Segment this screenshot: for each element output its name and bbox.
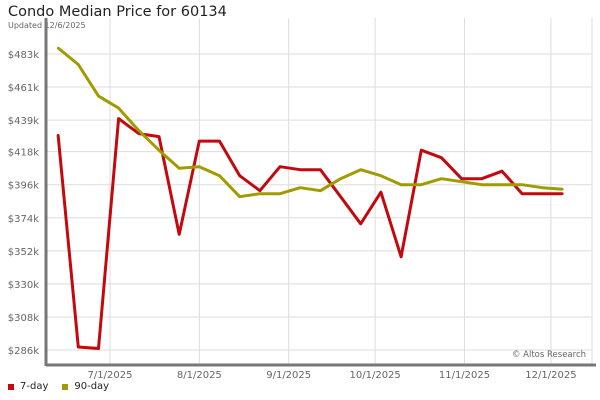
data-point-90-day [97, 94, 100, 98]
data-point-90-day [460, 180, 463, 183]
data-point-7-day [379, 191, 383, 194]
x-tick-label: 7/1/2025 [88, 370, 133, 381]
data-point-7-day [500, 169, 504, 173]
data-point-7-day [420, 148, 423, 152]
data-point-7-day [117, 117, 120, 120]
x-tick-label: 9/1/2025 [266, 370, 311, 381]
data-point-90-day [258, 192, 262, 195]
data-point-90-day [218, 174, 221, 177]
data-point-90-day [339, 177, 342, 180]
legend-swatch-7-day [8, 383, 14, 390]
y-tick-label: $330k [8, 280, 39, 291]
data-point-90-day [359, 168, 362, 171]
data-point-7-day [460, 177, 463, 180]
data-point-7-day [278, 165, 282, 168]
data-point-90-day [520, 183, 524, 186]
y-tick-label: $439k [8, 116, 39, 127]
data-point-7-day [77, 345, 80, 349]
data-point-7-day [56, 133, 60, 137]
data-point-90-day [238, 195, 241, 198]
y-tick-label: $418k [8, 148, 39, 159]
data-point-7-day [541, 192, 544, 195]
watermark: © Altos Research [512, 350, 586, 360]
x-tick-label: 12/1/2025 [525, 370, 576, 381]
data-point-7-day [218, 139, 221, 143]
y-tick-label: $308k [8, 313, 39, 324]
x-tick-label: 10/1/2025 [350, 370, 401, 381]
data-point-90-day [561, 188, 564, 191]
data-point-90-day [399, 183, 403, 186]
data-point-90-day [177, 166, 181, 170]
data-point-7-day [299, 168, 302, 171]
y-tick-label: $352k [8, 247, 39, 258]
y-tick-label: $396k [8, 181, 39, 192]
data-point-90-day [440, 177, 443, 180]
data-point-7-day [359, 222, 362, 225]
data-point-7-day [177, 233, 181, 236]
x-tick-label: 8/1/2025 [177, 370, 222, 381]
series-line-7-day [56, 117, 563, 350]
data-point-90-day [157, 148, 161, 152]
data-point-7-day [198, 139, 201, 143]
data-point-90-day [137, 129, 141, 132]
legend-label: 7-day [20, 381, 49, 392]
data-point-90-day [77, 63, 80, 66]
y-tick-label: $286k [8, 346, 39, 357]
data-point-7-day [440, 156, 443, 159]
data-point-90-day [420, 183, 423, 186]
data-point-90-day [319, 189, 322, 192]
data-point-90-day [117, 106, 120, 110]
data-point-7-day [339, 195, 342, 198]
data-point-7-day [258, 189, 262, 192]
data-point-7-day [561, 192, 564, 195]
data-point-90-day [198, 165, 201, 168]
legend: 7-day 90-day [8, 381, 109, 392]
data-point-90-day [500, 183, 504, 186]
data-point-7-day [97, 347, 100, 350]
data-point-7-day [520, 192, 524, 195]
y-tick-label: $374k [8, 214, 39, 225]
data-point-7-day [238, 174, 241, 177]
data-point-7-day [319, 168, 322, 171]
data-point-7-day [480, 177, 483, 180]
data-point-90-day [56, 46, 60, 50]
legend-item-90-day: 90-day [62, 381, 109, 392]
legend-item-7-day: 7-day [8, 381, 48, 392]
series-line-90-day [57, 46, 563, 199]
data-point-7-day [399, 255, 403, 259]
data-point-90-day [379, 174, 383, 177]
x-tick-label: 11/1/2025 [439, 370, 490, 381]
legend-label: 90-day [74, 381, 110, 392]
data-point-7-day [157, 135, 161, 138]
data-point-90-day [299, 186, 302, 189]
y-tick-label: $461k [8, 83, 39, 94]
legend-swatch-90-day [62, 383, 69, 390]
data-point-90-day [541, 186, 544, 189]
data-point-90-day [278, 192, 282, 195]
y-tick-label: $483k [8, 50, 39, 61]
chart-title: Condo Median Price for 60134 [8, 4, 227, 20]
data-point-90-day [480, 183, 483, 186]
